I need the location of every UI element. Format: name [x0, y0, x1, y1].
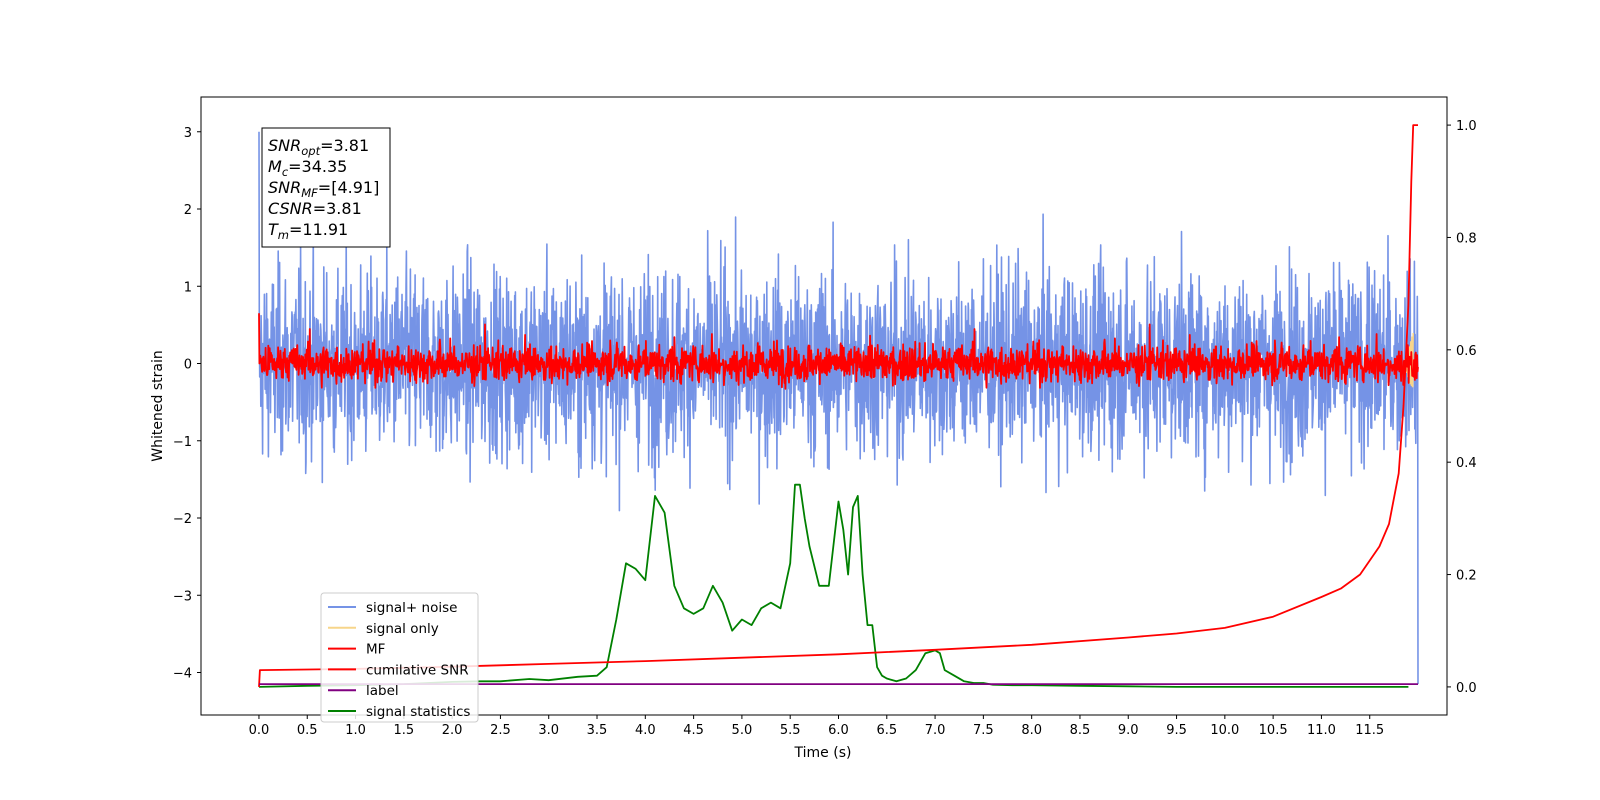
- x-tick-label: 1.5: [393, 723, 414, 738]
- legend-label: MF: [366, 642, 385, 658]
- legend-label: signal+ noise: [366, 600, 457, 616]
- y-axis-ticks: 3 2 1 0 −1 −2 −3 −4: [173, 126, 201, 682]
- y-tick-label: −1: [173, 435, 192, 450]
- legend: signal+ noise signal only MF cumilative SNR…: [320, 592, 479, 723]
- annotation-subscript: opt: [301, 144, 320, 158]
- annotation-symbol: SNR: [268, 136, 301, 155]
- annotation-value: =3.81: [320, 136, 369, 155]
- cumilative-snr-line: [258, 124, 1418, 687]
- x-axis-ticks: 0.0 0.5 1.0 1.5 2.0 2.5 3.0 3.5 4.0 4.5 5.0 5.5 6.0 6…: [249, 715, 1384, 738]
- annotation-value: =[4.91]: [318, 178, 380, 197]
- x-tick-label: 0.0: [249, 723, 270, 738]
- y-tick-label: −4: [173, 667, 192, 682]
- mf-line: [258, 313, 1419, 390]
- legend-label: signal only: [366, 621, 439, 637]
- y2-tick-label: 0.2: [1456, 569, 1477, 584]
- x-tick-label: 3.5: [587, 723, 608, 738]
- y2-tick-label: 0.0: [1456, 681, 1477, 696]
- y2-tick-label: 1.0: [1456, 119, 1477, 134]
- x-tick-label: 11.0: [1307, 723, 1336, 738]
- annotation-symbol: T: [268, 220, 279, 239]
- x-tick-label: 10.5: [1259, 723, 1288, 738]
- legend-label: cumilative SNR: [366, 662, 469, 678]
- annotation-line: Mc=34.35: [268, 157, 347, 179]
- x-tick-label: 9.5: [1166, 723, 1187, 738]
- annotation-line: Tm=11.91: [268, 220, 348, 242]
- annotation-frame: [261, 127, 391, 248]
- x-tick-label: 7.0: [925, 723, 946, 738]
- annotation-value: =3.81: [313, 199, 362, 218]
- x-tick-label: 4.0: [635, 723, 656, 738]
- x-tick-label: 11.5: [1355, 723, 1384, 738]
- x-tick-label: 5.0: [732, 723, 753, 738]
- x-tick-label: 6.5: [876, 723, 897, 738]
- annotation-subscript: MF: [301, 186, 318, 200]
- x-tick-label: 6.0: [828, 723, 849, 738]
- y-tick-label: 3: [184, 126, 192, 141]
- legend-frame: [320, 592, 479, 723]
- y2-tick-label: 0.4: [1456, 456, 1477, 471]
- legend-label: signal statistics: [366, 704, 470, 720]
- x-tick-label: 5.5: [780, 723, 801, 738]
- x-tick-label: 3.0: [538, 723, 559, 738]
- y2-axis-ticks: 1.0 0.8 0.6 0.4 0.2 0.0: [1447, 119, 1477, 696]
- x-tick-label: 8.0: [1021, 723, 1042, 738]
- y-tick-label: 0: [184, 358, 192, 373]
- x-tick-label: 8.5: [1070, 723, 1091, 738]
- annotation-symbol: SNR: [268, 178, 301, 197]
- y-axis-label: Whitened strain: [150, 350, 166, 461]
- y2-tick-label: 0.6: [1456, 344, 1477, 359]
- annotation-line: SNRopt=3.81: [268, 136, 369, 158]
- y2-tick-label: 0.8: [1456, 231, 1477, 246]
- x-tick-label: 9.0: [1118, 723, 1139, 738]
- x-tick-label: 1.0: [345, 723, 366, 738]
- annotation-subscript: c: [282, 165, 289, 179]
- annotation-value: =34.35: [288, 157, 347, 176]
- x-tick-label: 0.5: [297, 723, 318, 738]
- legend-label: label: [366, 683, 399, 699]
- annotation-line: SNRMF=[4.91]: [268, 178, 379, 200]
- x-tick-label: 4.5: [683, 723, 704, 738]
- x-tick-label: 2.5: [490, 723, 511, 738]
- y-tick-label: −2: [173, 512, 192, 527]
- annotation-symbol: CSNR: [268, 199, 313, 218]
- y-tick-label: 1: [184, 280, 192, 295]
- y-tick-label: −3: [173, 589, 192, 604]
- x-axis-label: Time (s): [794, 745, 852, 761]
- x-tick-label: 10.0: [1210, 723, 1239, 738]
- x-tick-label: 7.5: [973, 723, 994, 738]
- annotation-symbol: M: [268, 157, 282, 176]
- annotation-value: =11.91: [289, 220, 348, 239]
- mf-trace: [258, 313, 1419, 390]
- y-tick-label: 2: [184, 203, 192, 218]
- annotation-box: SNRopt=3.81Mc=34.35SNRMF=[4.91]CSNR=3.81…: [261, 127, 391, 248]
- plot-area: [258, 124, 1419, 688]
- annotation-line: CSNR=3.81: [268, 199, 362, 218]
- x-tick-label: 2.0: [442, 723, 463, 738]
- annotation-subscript: m: [278, 228, 289, 242]
- signal-statistics-line: [258, 483, 1409, 688]
- axes-frame: [200, 96, 1448, 716]
